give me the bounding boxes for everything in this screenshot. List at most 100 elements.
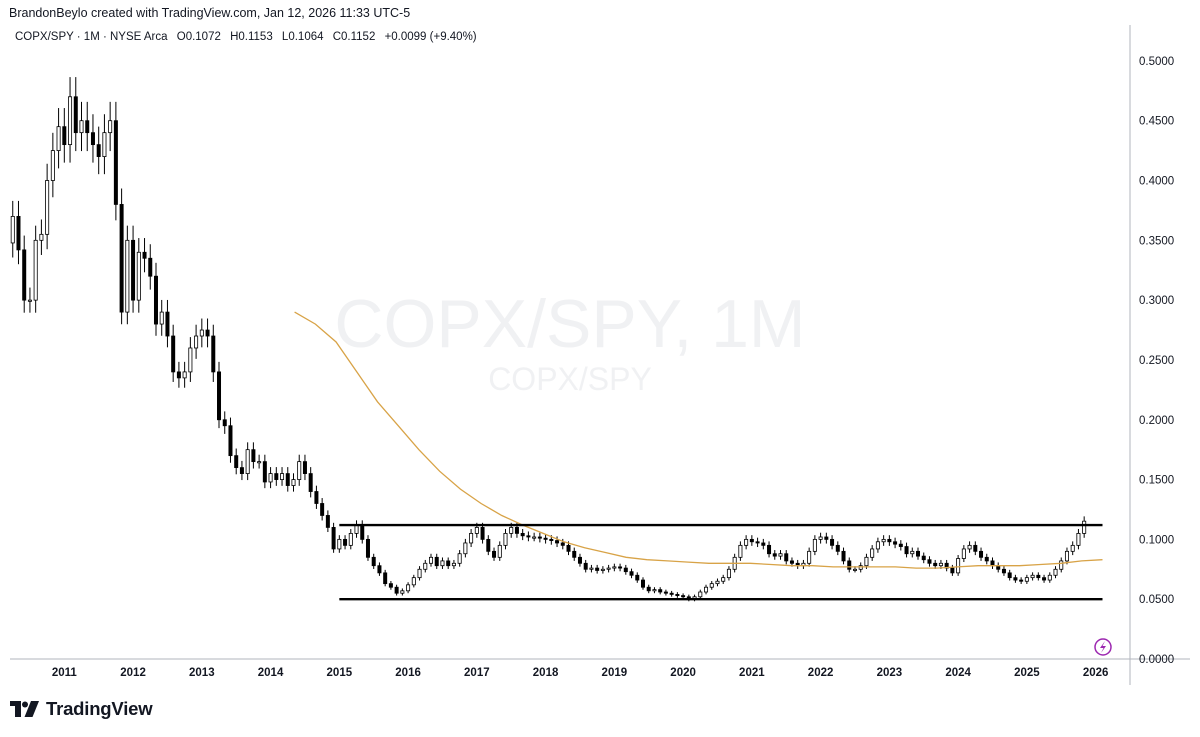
candle-body — [789, 560, 794, 564]
candle-body — [514, 527, 519, 534]
candle-body — [354, 524, 359, 534]
candle-body — [274, 473, 279, 480]
y-tick-label: 0.1500 — [1139, 475, 1174, 487]
candle-body — [927, 559, 932, 564]
tradingview-mark-icon — [10, 701, 39, 717]
candle-body — [979, 550, 984, 558]
close-value: 0.1152 — [341, 31, 376, 43]
candle-body — [715, 580, 720, 585]
candle-body — [973, 544, 978, 552]
candle-body — [864, 556, 869, 567]
symbol-label[interactable]: COPX/SPY · 1M · NYSE Arca — [15, 31, 168, 43]
candle-body — [343, 538, 348, 546]
candle-body — [532, 536, 537, 539]
candle-body — [85, 120, 90, 134]
candle-body — [142, 251, 147, 259]
candle-body — [600, 568, 605, 571]
candle-body — [910, 550, 915, 555]
alert-badge[interactable] — [1094, 638, 1112, 656]
lightning-icon — [1100, 641, 1106, 653]
candle-body — [623, 567, 628, 573]
plot-area[interactable] — [10, 77, 1103, 602]
candle-body — [509, 527, 514, 534]
y-tick-label: 0.5000 — [1139, 56, 1174, 68]
candle-body — [847, 560, 852, 570]
candle-body — [457, 553, 462, 564]
x-tick-label: 2017 — [464, 667, 490, 679]
y-tick-label: 0.0000 — [1139, 654, 1174, 666]
candle-body — [870, 548, 875, 558]
candle-body — [217, 371, 222, 421]
candle-body — [446, 560, 451, 567]
candle-body — [394, 586, 399, 594]
low-label: L — [281, 31, 289, 43]
candle-body — [440, 560, 445, 567]
candle-body — [165, 311, 170, 337]
x-tick-label: 2024 — [945, 667, 971, 679]
candle-body — [176, 371, 181, 379]
y-tick-label: 0.1000 — [1139, 534, 1174, 546]
candle-body — [721, 577, 726, 582]
candle-body — [320, 503, 325, 516]
candle-body — [893, 541, 898, 545]
candle-body — [658, 589, 663, 593]
candle-body — [348, 532, 353, 546]
candle-body — [68, 96, 73, 146]
x-tick-label: 2015 — [327, 667, 353, 679]
candle-body — [956, 558, 961, 574]
candle-body — [108, 120, 113, 134]
candle-body — [411, 577, 416, 586]
candle-body — [27, 299, 32, 302]
candle-body — [492, 550, 497, 558]
candle-body — [285, 473, 290, 486]
candle-body — [990, 560, 995, 567]
price-axis[interactable]: 0.5000 0.4500 0.4000 0.3500 0.3000 0.2500 0.20… — [1139, 56, 1174, 666]
candle-body — [761, 542, 766, 546]
x-tick-label: 2021 — [739, 667, 765, 679]
candle-body — [898, 543, 903, 547]
candle-body — [337, 538, 342, 550]
candle-body — [90, 132, 95, 146]
candle-body — [577, 556, 582, 564]
watermark-sub: COPX/SPY — [488, 361, 652, 397]
candle-body — [652, 589, 657, 592]
candle-body — [434, 556, 439, 567]
high-label: H — [230, 31, 239, 43]
candle-body — [881, 538, 886, 543]
low-value: 0.1064 — [288, 31, 324, 43]
candle-body — [755, 541, 760, 544]
tradingview-logo[interactable]: TradingView — [10, 698, 153, 720]
x-tick-label: 2013 — [189, 667, 215, 679]
candle-body — [119, 204, 124, 313]
candle-body — [182, 371, 187, 379]
candle-body — [669, 592, 674, 595]
candle-body — [824, 536, 829, 540]
candle-body — [675, 594, 680, 597]
candle-body — [950, 567, 955, 574]
candle-body — [188, 347, 193, 373]
x-tick-label: 2022 — [808, 667, 834, 679]
candle-body — [102, 132, 107, 157]
candle-body — [887, 538, 892, 543]
candle-body — [22, 249, 27, 301]
candle-body — [239, 467, 244, 474]
x-tick-label: 2014 — [258, 667, 284, 679]
candle-body — [474, 527, 479, 534]
candle-body — [429, 556, 434, 564]
x-tick-label: 2023 — [877, 667, 903, 679]
candle-body — [566, 544, 571, 552]
candle-body — [1030, 574, 1035, 579]
candle-body — [1082, 520, 1087, 534]
candle-body — [1064, 550, 1069, 562]
x-tick-label: 2019 — [602, 667, 628, 679]
candle-body — [1001, 568, 1006, 574]
candle-body — [830, 538, 835, 546]
candle-body — [308, 473, 313, 492]
candle-body — [417, 568, 422, 579]
time-axis[interactable]: 2011 2012 2013 2014 2015 2016 2017 2018 2019 2020… — [52, 667, 1109, 679]
candle-body — [423, 562, 428, 570]
x-tick-label: 2025 — [1014, 667, 1040, 679]
badge-ring — [1094, 638, 1112, 656]
candle-body — [520, 532, 525, 537]
